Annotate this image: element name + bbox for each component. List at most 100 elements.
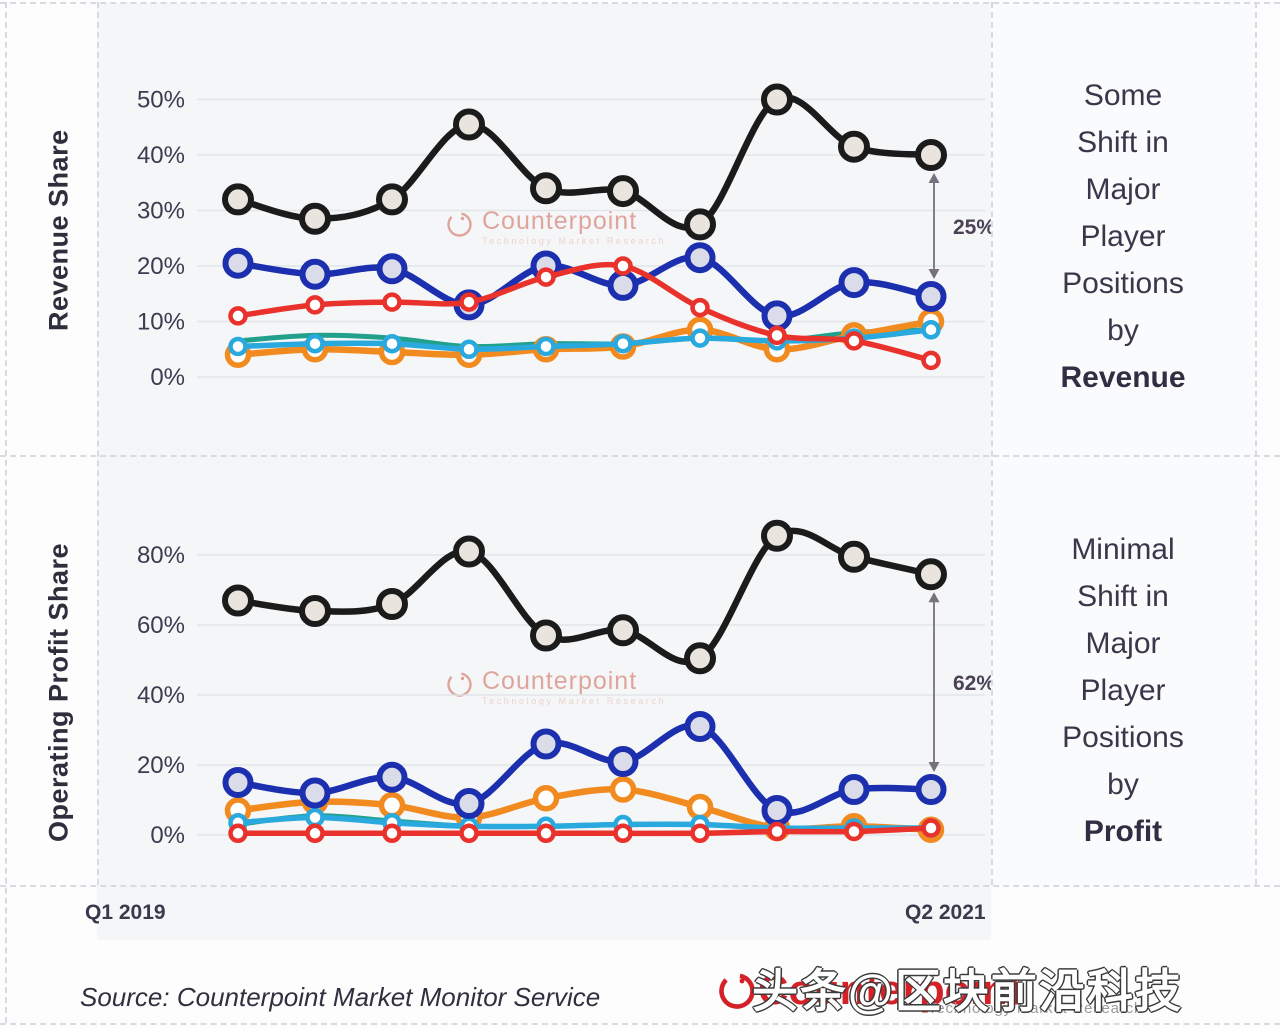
annotation-label: 25%: [953, 216, 991, 239]
series-line-black: [234, 94, 935, 231]
y-tick-label: 40%: [137, 682, 185, 709]
caption-line: Shift in: [1077, 580, 1169, 613]
caption-profit: Minimal Shift in Major Player Positions …: [991, 526, 1255, 855]
data-point-black: [376, 183, 408, 216]
data-point-red: [228, 823, 248, 844]
data-point-red: [459, 292, 479, 312]
data-point-black: [915, 139, 947, 171]
caption-line: Player: [1080, 220, 1166, 253]
data-point-red: [305, 823, 325, 844]
data-point-red: [536, 267, 556, 287]
data-point-black: [761, 519, 793, 552]
series-line-black: [234, 527, 935, 666]
data-point-red: [690, 823, 710, 844]
data-point-cyan: [613, 333, 633, 354]
data-point-black: [376, 588, 408, 620]
data-point-blue: [761, 300, 793, 332]
series-line-orange: [234, 318, 935, 359]
data-point-black: [684, 208, 716, 241]
data-point-cyan: [382, 333, 402, 354]
y-tick-label: 40%: [137, 142, 185, 169]
data-point-red: [536, 823, 556, 844]
data-point-red: [305, 295, 325, 315]
frame-dash-left: [97, 2, 99, 885]
caption-line: Shift in: [1077, 126, 1169, 159]
data-point-blue: [376, 253, 408, 285]
watermark-brand: Counterpoint: [482, 667, 638, 695]
data-point-blue: [915, 281, 947, 312]
series-line-cyan: [235, 814, 934, 832]
y-tick-label: 50%: [137, 87, 185, 114]
data-point-black: [299, 202, 331, 235]
y-axis-title-profit: Operating Profit Share: [43, 542, 74, 842]
operating-profit-share-chart: 0% 20% 40% 60% 80% 62%: [137, 519, 991, 849]
data-point-blue: [838, 267, 870, 299]
data-point-black: [607, 175, 639, 208]
data-point-blue: [915, 774, 947, 805]
caption-revenue: Some Shift in Major Player Positions by …: [991, 72, 1255, 401]
data-point-black: [761, 83, 793, 116]
caption-line: Major: [1085, 173, 1161, 206]
data-point-red: [382, 292, 402, 312]
arrow-head-up: [928, 592, 940, 603]
data-point-red: [921, 350, 941, 371]
data-point-cyan: [459, 339, 479, 360]
data-point-red: [844, 331, 864, 351]
data-point-red: [690, 297, 710, 318]
data-point-red: [382, 823, 402, 844]
data-point-blue: [684, 242, 716, 274]
data-point-orange: [378, 792, 406, 819]
data-point-black: [530, 172, 562, 205]
caption-panel-bg: [991, 3, 1255, 885]
y-axis-title-revenue: Revenue Share: [43, 129, 74, 331]
data-point-red: [767, 821, 787, 842]
y-tick-label: 20%: [137, 752, 185, 779]
caption-line: Major: [1085, 627, 1161, 660]
data-point-blue: [376, 761, 408, 793]
data-point-black: [684, 642, 716, 675]
chart-watermark-top: Counterpoint Technology Market Research: [446, 208, 666, 246]
data-point-blue: [607, 746, 639, 777]
counterpoint-watermark-icon: [447, 212, 472, 237]
frame-dash-left-edge: [5, 2, 7, 1023]
data-point-black: [607, 614, 639, 647]
data-point-red: [767, 325, 787, 346]
source-text: Source: Counterpoint Market Monitor Serv…: [80, 982, 601, 1012]
caption-line: Minimal: [1071, 533, 1175, 566]
data-point-orange: [532, 785, 560, 812]
caption-line: Player: [1080, 674, 1166, 707]
data-point-blue: [530, 728, 562, 760]
watermark-tagline: Technology Market Research: [482, 236, 667, 246]
caption-line: Positions: [1062, 267, 1184, 300]
data-point-red: [921, 818, 941, 838]
toutiao-watermark: 头条@区块前沿科技: [752, 965, 1183, 1017]
caption-emphasis-revenue: Revenue: [1060, 361, 1186, 394]
data-point-black: [453, 535, 485, 568]
frame-dash-bottom: [0, 1023, 1280, 1025]
data-point-cyan: [305, 807, 325, 828]
data-point-black: [222, 183, 254, 216]
caption-line: Some: [1083, 79, 1163, 112]
data-point-blue: [607, 269, 639, 301]
y-tick-label: 20%: [137, 253, 185, 280]
frame-dash-chart-right: [991, 2, 993, 885]
data-point-blue: [299, 777, 331, 809]
series-line-red: [235, 261, 934, 364]
footer-logo-text: Counterpoint: [758, 966, 1022, 1013]
y-tick-label: 0%: [150, 364, 185, 391]
revenue-share-chart: 0% 10% 20% 30% 40% 50% 25%: [137, 83, 991, 391]
data-point-cyan: [228, 336, 248, 357]
data-point-black: [915, 558, 947, 591]
data-point-blue: [761, 795, 793, 826]
x-axis-end-label: Q2 2021: [905, 901, 986, 924]
frame-dash-lower: [0, 885, 1280, 887]
footer-logo-subtext: Technology Market Research: [928, 1000, 1144, 1017]
series-line-blue: [234, 722, 935, 816]
frame-dash-top: [0, 2, 1280, 4]
data-point-black: [222, 584, 254, 617]
caption-line: by: [1107, 768, 1139, 801]
x-axis-start-label: Q1 2019: [85, 901, 166, 924]
series-line-red: [235, 825, 934, 837]
watermark-tagline: Technology Market Research: [482, 696, 667, 706]
